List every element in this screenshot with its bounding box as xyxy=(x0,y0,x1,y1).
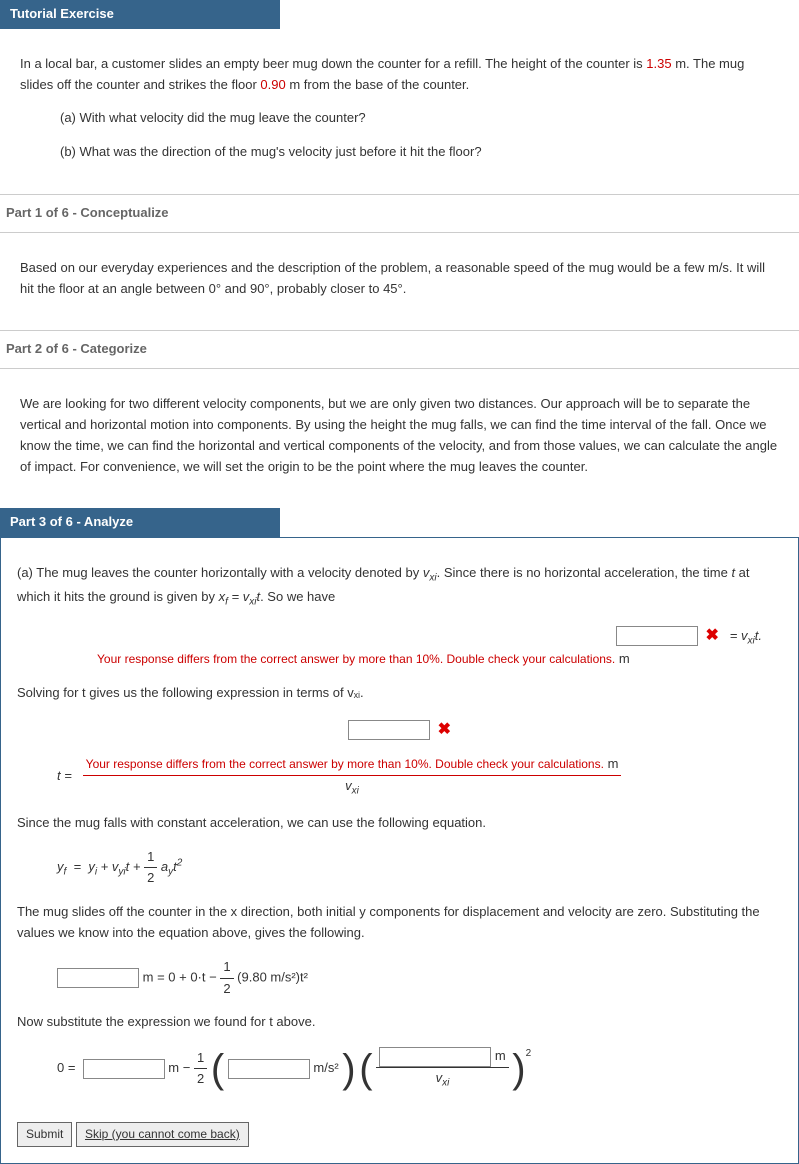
frac-den-3: 2 xyxy=(194,1069,207,1090)
yf-equation: yf = yi + vyit + 12 ayt2 xyxy=(57,847,782,890)
feedback-row-1: Your response differs from the correct a… xyxy=(17,649,782,670)
answer-input-2[interactable] xyxy=(348,720,430,740)
since-text: Since the mug falls with constant accele… xyxy=(17,813,782,834)
question-a: (a) With what velocity did the mug leave… xyxy=(20,108,779,129)
m-minus: m − xyxy=(168,1060,194,1075)
frac-den-1: 2 xyxy=(144,868,157,889)
tutorial-exercise-header: Tutorial Exercise xyxy=(0,0,280,29)
answer-input-4[interactable] xyxy=(83,1059,165,1079)
skip-button[interactable]: Skip (you cannot come back) xyxy=(76,1122,249,1147)
squared: 2 xyxy=(526,1048,532,1059)
part1-text: Based on our everyday experiences and th… xyxy=(20,258,779,300)
p3-a: (a) The mug leaves the counter horizonta… xyxy=(17,565,423,580)
frac-num-3: 1 xyxy=(194,1048,207,1070)
slides-text: The mug slides off the counter in the x … xyxy=(17,902,782,944)
frac-num-2: 1 xyxy=(220,957,233,979)
wrong-icon-1: ✖ xyxy=(706,623,719,649)
t-eq-label: t = xyxy=(57,769,72,784)
problem-statement: In a local bar, a customer slides an emp… xyxy=(20,54,779,96)
part3-intro: (a) The mug leaves the counter horizonta… xyxy=(17,563,782,610)
feedback-text-2: Your response differs from the correct a… xyxy=(86,757,604,771)
unit-m-2: m xyxy=(608,756,619,771)
answer-input-5[interactable] xyxy=(228,1059,310,1079)
t-equation: t = Your response differs from the corre… xyxy=(57,754,782,799)
unit-m-3: m xyxy=(495,1048,506,1063)
first-answer-row: ✖ = vxit. xyxy=(17,623,782,649)
p3-d: . So we have xyxy=(260,589,335,604)
answer-input-6[interactable] xyxy=(379,1047,491,1067)
part2-text: We are looking for two different velocit… xyxy=(20,394,779,477)
submit-button[interactable]: Submit xyxy=(17,1122,72,1147)
part1-header: Part 1 of 6 - Conceptualize xyxy=(0,194,799,233)
part2-header: Part 2 of 6 - Categorize xyxy=(0,330,799,369)
distance-value: 0.90 xyxy=(260,77,285,92)
intro-suffix: m from the base of the counter. xyxy=(286,77,470,92)
wrong-icon-2: ✖ xyxy=(438,717,451,743)
feedback-text-1: Your response differs from the correct a… xyxy=(97,652,615,666)
eq3: m = 0 + 0·t − 12 (9.80 m/s²)t² xyxy=(57,957,782,1000)
part3-header: Part 3 of 6 - Analyze xyxy=(0,508,280,537)
answer-input-1[interactable] xyxy=(616,626,698,646)
frac-num-1: 1 xyxy=(144,847,157,869)
p3-b: . Since there is no horizontal accelerat… xyxy=(437,565,732,580)
second-answer-row: ✖ xyxy=(17,717,782,743)
ms2-label: m/s² xyxy=(313,1060,338,1075)
final-equation: 0 = m − 12 ( m/s² ) ( m vxi )2 xyxy=(57,1046,782,1091)
eq-vxit-1: = vxit. xyxy=(730,628,762,643)
solving-text: Solving for t gives us the following exp… xyxy=(17,683,782,704)
intro-prefix: In a local bar, a customer slides an emp… xyxy=(20,56,646,71)
zero-eq: 0 = xyxy=(57,1060,75,1075)
answer-input-3[interactable] xyxy=(57,968,139,988)
eq3-end: (9.80 m/s²)t² xyxy=(237,969,308,984)
question-b: (b) What was the direction of the mug's … xyxy=(20,142,779,163)
height-value: 1.35 xyxy=(646,56,671,71)
frac-den-2: 2 xyxy=(220,979,233,1000)
unit-m-1: m xyxy=(619,651,630,666)
eq3-mid: m = 0 + 0·t − xyxy=(143,969,221,984)
now-sub-text: Now substitute the expression we found f… xyxy=(17,1012,782,1033)
